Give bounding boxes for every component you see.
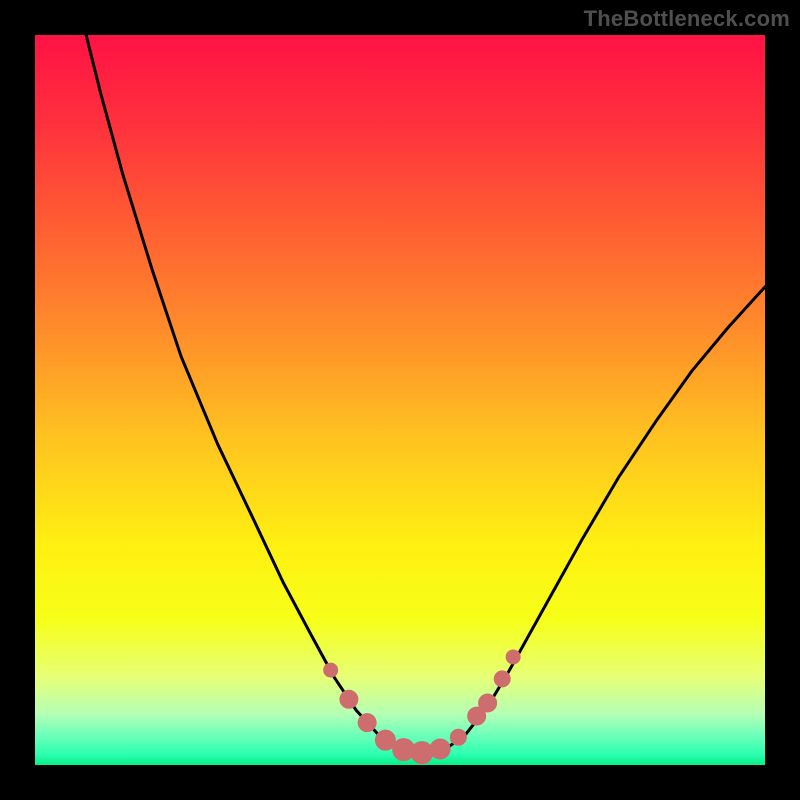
stage: TheBottleneck.com (0, 0, 800, 800)
chart-plot (35, 35, 765, 765)
curve-marker (479, 694, 497, 712)
curve-marker (375, 730, 395, 750)
curve-marker (430, 739, 450, 759)
curve-marker (340, 690, 358, 708)
curve-marker (494, 671, 510, 687)
watermark-text: TheBottleneck.com (584, 6, 790, 32)
curve-marker (411, 742, 433, 764)
chart-background (35, 35, 765, 765)
curve-marker (324, 663, 338, 677)
curve-marker (506, 650, 520, 664)
curve-marker (450, 729, 466, 745)
curve-marker (358, 714, 376, 732)
chart-svg (35, 35, 765, 765)
